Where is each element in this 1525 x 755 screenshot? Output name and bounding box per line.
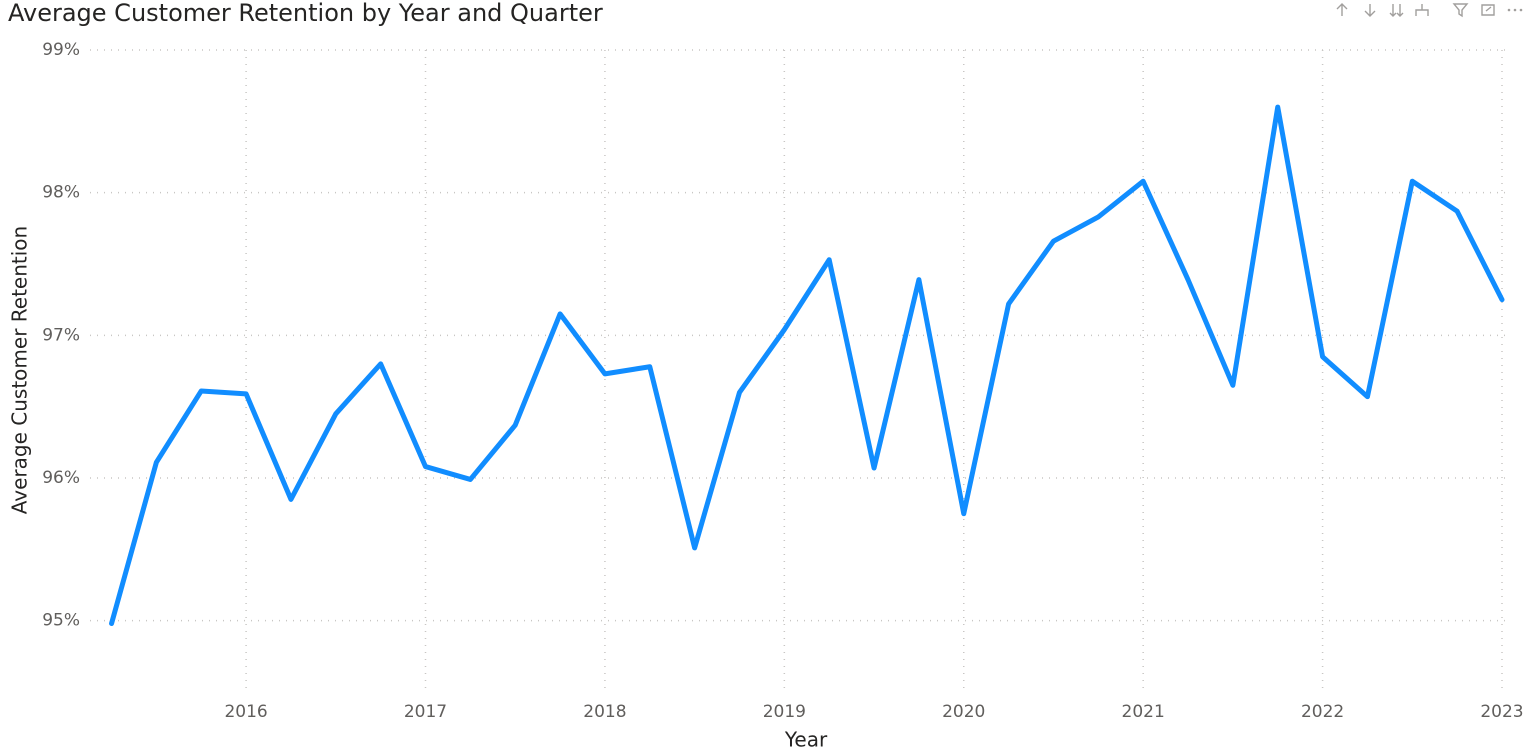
x-tick-label: 2016 [224, 702, 267, 722]
more-options-icon[interactable] [1507, 8, 1523, 12]
drill-up-icon[interactable] [1336, 3, 1348, 16]
chart-title: Average Customer Retention by Year and Q… [8, 0, 603, 27]
y-tick-label: 98% [42, 183, 80, 203]
x-tick-label: 2023 [1480, 702, 1523, 722]
filter-icon[interactable] [1452, 3, 1469, 18]
x-tick-label: 2020 [942, 702, 985, 722]
y-tick-label: 95% [42, 611, 80, 631]
focus-mode-icon[interactable] [1481, 4, 1495, 16]
x-tick-label: 2021 [1122, 702, 1165, 722]
y-tick-label: 99% [42, 40, 80, 60]
expand-all-icon[interactable] [1389, 4, 1404, 17]
x-tick-label: 2022 [1301, 702, 1344, 722]
hierarchy-icon[interactable] [1415, 4, 1429, 16]
x-tick-label: 2017 [404, 702, 447, 722]
y-tick-label: 96% [42, 468, 80, 488]
y-axis-title: Average Customer Retention [8, 226, 32, 514]
drill-down-icon[interactable] [1364, 4, 1376, 17]
y-tick-label: 97% [42, 325, 80, 345]
x-tick-label: 2019 [763, 702, 806, 722]
data-line [109, 104, 1505, 627]
x-tick-label: 2018 [583, 702, 626, 722]
x-axis-title: Year [784, 728, 828, 752]
visual-header-icons [1336, 3, 1523, 18]
